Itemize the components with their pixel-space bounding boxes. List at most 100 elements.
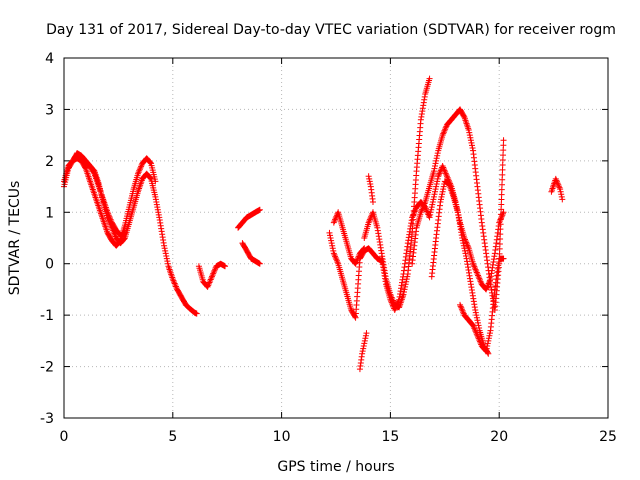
data-point [475,273,482,280]
data-point [116,238,123,245]
data-point [559,196,566,203]
data-point [402,283,409,290]
data-point [136,167,143,174]
data-point [369,199,376,205]
data-point [485,337,492,344]
data-point [553,177,560,184]
data-point [440,183,447,190]
data-point [473,314,480,321]
y-tick-label: 3 [45,102,54,118]
data-point [365,173,372,180]
series-arc-d [195,260,229,290]
data-point [469,142,475,149]
data-point [135,169,142,176]
data-point [463,240,470,247]
data-point [412,207,419,214]
y-tick-label: -2 [40,360,54,376]
data-point [134,170,141,177]
data-point [438,193,445,200]
data-point [471,265,478,272]
data-point [462,250,469,257]
data-point [500,137,507,144]
data-point [474,319,481,326]
data-point [366,216,373,223]
data-point [466,129,473,136]
data-point [458,306,465,313]
data-point [441,127,448,134]
data-point [410,211,417,218]
data-point [442,170,449,177]
data-point [207,276,214,283]
data-point [473,269,480,276]
data-point [420,201,427,208]
x-tick-label: 15 [381,429,399,445]
x-tick-label: 20 [490,429,508,445]
data-point [475,334,482,341]
y-tick-label: 0 [45,257,54,273]
data-point [162,250,169,257]
data-point [430,193,437,200]
data-point [331,251,338,258]
data-point [467,137,474,144]
series-arc-o [457,255,507,355]
data-point [332,216,339,223]
y-tick-label: -3 [40,411,54,427]
data-point [162,247,169,254]
data-point [361,340,368,347]
data-point [475,272,482,279]
data-point [352,260,359,267]
data-point [435,173,442,180]
data-point [472,309,479,316]
data-point [409,212,416,219]
data-point [329,242,336,249]
data-point [484,340,491,347]
data-point [473,331,480,338]
data-point [440,164,447,171]
data-point [332,253,339,260]
data-point [394,301,401,308]
x-tick-label: 25 [599,429,617,445]
data-point [459,235,466,241]
data-point [463,239,470,246]
data-point [206,279,213,286]
data-point [457,301,464,308]
data-point [163,253,170,259]
data-point [401,289,407,295]
data-point [434,152,441,159]
data-point [411,208,418,215]
data-point [146,158,153,165]
data-point [419,204,426,211]
data-point [440,186,447,193]
data-point [334,259,341,266]
data-point [461,247,468,254]
series-arc-e [235,206,263,231]
data-point [486,332,493,339]
data-point [360,345,367,352]
data-point [326,229,333,236]
data-point [557,186,564,193]
data-point [556,184,563,191]
data-point [363,330,370,337]
data-point [108,218,115,225]
data-point [484,283,491,290]
data-point [461,245,468,252]
y-tick-label: 2 [45,154,54,170]
data-point [483,284,490,291]
data-point [169,276,176,283]
data-point [355,253,362,260]
data-point [458,304,465,311]
data-point [210,270,217,277]
data-point [467,134,474,141]
x-tick-label: 0 [60,429,69,445]
data-point [474,271,481,277]
data-point [366,175,373,182]
data-point [463,253,470,259]
data-point [483,286,490,293]
data-point [333,257,340,264]
data-point [468,139,475,146]
data-point [392,305,399,312]
data-point [436,170,443,177]
data-point [473,312,480,319]
data-point [359,350,366,357]
data-point [116,239,123,246]
